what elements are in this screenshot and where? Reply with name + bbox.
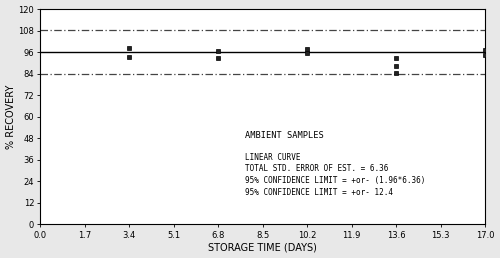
- Text: AMBIENT SAMPLES: AMBIENT SAMPLES: [244, 131, 324, 140]
- Text: LINEAR CURVE
TOTAL STD. ERROR OF EST. = 6.36
95% CONFIDENCE LIMIT = +or- (1.96*6: LINEAR CURVE TOTAL STD. ERROR OF EST. = …: [244, 153, 425, 197]
- Y-axis label: % RECOVERY: % RECOVERY: [6, 85, 16, 149]
- X-axis label: STORAGE TIME (DAYS): STORAGE TIME (DAYS): [208, 243, 318, 252]
